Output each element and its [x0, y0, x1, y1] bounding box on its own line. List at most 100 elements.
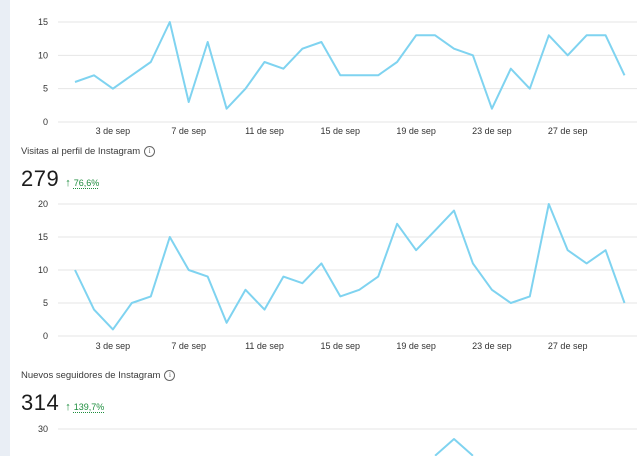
data-point[interactable]	[148, 293, 154, 299]
data-point[interactable]	[299, 280, 305, 286]
x-tick-label: 7 de sep	[171, 341, 206, 351]
y-tick-label: 30	[38, 424, 48, 434]
metric-value: 279	[21, 166, 60, 191]
data-point[interactable]	[186, 267, 192, 273]
y-tick-label: 10	[38, 50, 48, 60]
data-point[interactable]	[167, 234, 173, 240]
data-point[interactable]	[186, 99, 192, 105]
x-tick-label: 15 de sep	[321, 341, 361, 351]
data-point[interactable]	[375, 274, 381, 280]
data-point[interactable]	[527, 293, 533, 299]
data-point[interactable]	[584, 260, 590, 266]
chart-new-followers: 30	[38, 424, 637, 456]
data-point[interactable]	[224, 106, 230, 112]
x-tick-label: 11 de sep	[245, 126, 284, 136]
data-point[interactable]	[489, 106, 495, 112]
y-tick-label: 15	[38, 17, 48, 27]
y-tick-label: 5	[43, 298, 48, 308]
series-line[interactable]	[74, 21, 626, 110]
chart-reach: 0 5 10 15 3 de sep 7 de sep 11 de sep 15 de sep…	[38, 17, 637, 136]
data-point[interactable]	[413, 247, 419, 253]
data-point[interactable]	[603, 32, 609, 38]
data-point[interactable]	[243, 287, 249, 293]
data-point[interactable]	[262, 307, 268, 313]
data-point[interactable]	[91, 307, 97, 313]
data-point[interactable]	[280, 274, 286, 280]
insights-panel: 0 5 10 15 3 de sep 7 de sep 11 de sep 15 de sep…	[10, 0, 644, 456]
instagram-profile-visits-label: Visitas al perfil de Instagram i	[21, 146, 156, 157]
data-point[interactable]	[432, 227, 438, 233]
x-tick-label: 27 de sep	[548, 341, 588, 351]
data-point[interactable]	[205, 274, 211, 280]
metric-value: 314	[21, 390, 60, 415]
data-point[interactable]	[72, 79, 78, 85]
y-tick-label: 10	[38, 265, 48, 275]
data-point[interactable]	[280, 66, 286, 72]
data-point[interactable]	[622, 300, 628, 306]
data-point[interactable]	[603, 247, 609, 253]
data-point[interactable]	[356, 72, 362, 78]
data-point[interactable]	[129, 300, 135, 306]
data-point[interactable]	[622, 72, 628, 78]
data-point[interactable]	[337, 293, 343, 299]
info-icon[interactable]: i	[144, 146, 156, 157]
y-tick-label: 0	[43, 117, 48, 127]
arrow-up-icon: ↑	[65, 401, 71, 413]
x-tick-label: 7 de sep	[171, 126, 206, 136]
data-point[interactable]	[148, 59, 154, 65]
data-point[interactable]	[413, 32, 419, 38]
data-point[interactable]	[470, 52, 476, 58]
data-point[interactable]	[356, 287, 362, 293]
x-tick-label: 27 de sep	[548, 126, 588, 136]
data-point[interactable]	[565, 52, 571, 58]
data-point[interactable]	[243, 86, 249, 92]
data-point[interactable]	[299, 46, 305, 52]
data-point[interactable]	[470, 260, 476, 266]
data-point[interactable]	[527, 86, 533, 92]
data-point[interactable]	[508, 300, 514, 306]
new-followers-metric: 314 ↑ 139,7%	[21, 390, 104, 416]
data-point[interactable]	[167, 19, 173, 25]
x-tick-label: 11 de sep	[245, 341, 284, 351]
change-percent[interactable]: 76,6%	[73, 178, 100, 188]
data-point[interactable]	[318, 260, 324, 266]
data-point[interactable]	[451, 436, 457, 442]
data-point[interactable]	[262, 59, 268, 65]
data-point[interactable]	[394, 221, 400, 227]
data-point[interactable]	[451, 208, 457, 214]
data-point[interactable]	[565, 247, 571, 253]
data-point[interactable]	[546, 201, 552, 207]
profile-visits-metric: 279 ↑ 76,6%	[21, 166, 99, 192]
change-badge: ↑ 139,7%	[65, 401, 104, 413]
data-point[interactable]	[91, 72, 97, 78]
data-point[interactable]	[584, 32, 590, 38]
data-point[interactable]	[129, 72, 135, 78]
y-tick-label: 0	[43, 331, 48, 341]
data-point[interactable]	[432, 32, 438, 38]
instagram-new-followers-label: Nuevos seguidores de Instagram i	[21, 370, 176, 381]
change-percent[interactable]: 139,7%	[73, 402, 105, 412]
data-point[interactable]	[394, 59, 400, 65]
data-point[interactable]	[110, 86, 116, 92]
y-tick-label: 5	[43, 84, 48, 94]
data-point[interactable]	[508, 66, 514, 72]
x-tick-label: 23 de sep	[472, 341, 512, 351]
series-line[interactable]	[434, 438, 474, 456]
data-point[interactable]	[224, 320, 230, 326]
data-point[interactable]	[546, 32, 552, 38]
data-point[interactable]	[375, 72, 381, 78]
data-point[interactable]	[318, 39, 324, 45]
data-point[interactable]	[489, 287, 495, 293]
series-line[interactable]	[74, 203, 626, 331]
data-point[interactable]	[205, 39, 211, 45]
data-point[interactable]	[72, 267, 78, 273]
x-tick-label: 15 de sep	[321, 126, 361, 136]
y-tick-label: 20	[38, 199, 48, 209]
section-title: Nuevos seguidores de Instagram	[21, 370, 161, 381]
x-tick-label: 19 de sep	[396, 341, 436, 351]
data-point[interactable]	[110, 326, 116, 332]
data-point[interactable]	[451, 46, 457, 52]
info-icon[interactable]: i	[164, 370, 176, 381]
x-tick-label: 3 de sep	[96, 341, 131, 351]
data-point[interactable]	[337, 72, 343, 78]
